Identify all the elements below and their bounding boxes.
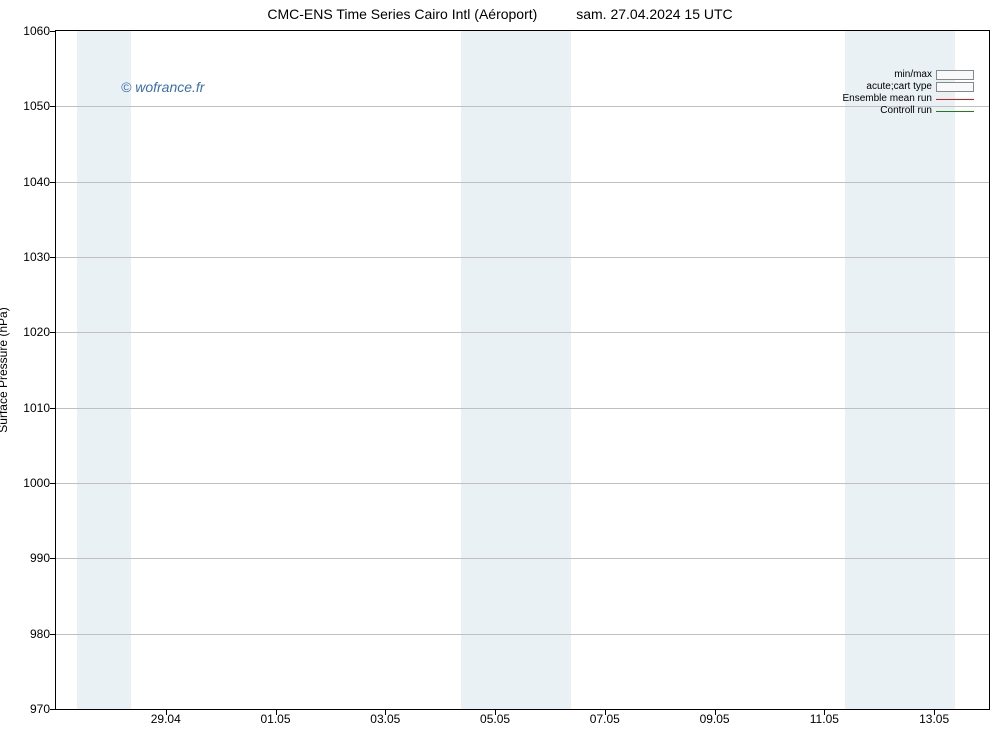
title-right: sam. 27.04.2024 15 UTC: [576, 6, 732, 22]
y-tick: [50, 483, 56, 484]
legend-item: Controll run: [843, 105, 975, 117]
x-tick-label: 11.05: [810, 712, 839, 726]
y-tick: [50, 182, 56, 183]
x-tick-label: 03.05: [370, 712, 400, 726]
legend-label: Controll run: [880, 105, 936, 117]
gridline: [56, 558, 989, 559]
y-tick-label: 1010: [5, 401, 50, 415]
y-tick: [50, 332, 56, 333]
y-tick: [50, 709, 56, 710]
x-tick-label: 29.04: [151, 712, 181, 726]
y-tick: [50, 106, 56, 107]
y-tick-label: 1040: [5, 175, 50, 189]
x-tick-label: 13.05: [919, 712, 949, 726]
legend-item: min/max: [843, 69, 975, 81]
y-tick: [50, 408, 56, 409]
watermark: © wofrance.fr: [121, 79, 204, 95]
y-tick: [50, 558, 56, 559]
gridline: [56, 408, 989, 409]
x-tick-label: 01.05: [261, 712, 291, 726]
plot-area: © wofrance.fr min/maxacute;cart typeEnsem…: [55, 30, 990, 710]
y-tick: [50, 257, 56, 258]
y-tick-label: 1020: [5, 325, 50, 339]
y-tick-label: 990: [5, 551, 50, 565]
legend-label: acute;cart type: [866, 81, 936, 93]
legend: min/maxacute;cart typeEnsemble mean runC…: [843, 69, 975, 117]
y-tick-label: 1050: [5, 99, 50, 113]
gridline: [56, 257, 989, 258]
gridline: [56, 483, 989, 484]
legend-item: acute;cart type: [843, 81, 975, 93]
y-tick-label: 980: [5, 627, 50, 641]
legend-swatch: [936, 70, 974, 80]
weekend-band: [77, 31, 132, 709]
legend-swatch: [936, 94, 974, 104]
chart-title: CMC-ENS Time Series Cairo Intl (Aéroport…: [0, 6, 1000, 22]
weekend-band: [845, 31, 955, 709]
y-tick-label: 970: [5, 702, 50, 716]
legend-swatch: [936, 106, 974, 116]
y-tick: [50, 634, 56, 635]
legend-label: min/max: [894, 69, 936, 81]
y-tick-label: 1030: [5, 250, 50, 264]
gridline: [56, 634, 989, 635]
x-tick-label: 09.05: [700, 712, 730, 726]
x-tick-label: 05.05: [480, 712, 510, 726]
legend-label: Ensemble mean run: [843, 93, 937, 105]
y-tick-label: 1000: [5, 476, 50, 490]
weekend-band: [461, 31, 571, 709]
legend-item: Ensemble mean run: [843, 93, 975, 105]
legend-swatch: [936, 82, 974, 92]
y-tick: [50, 31, 56, 32]
title-left: CMC-ENS Time Series Cairo Intl (Aéroport…: [267, 6, 537, 22]
gridline: [56, 332, 989, 333]
x-tick-label: 07.05: [590, 712, 620, 726]
y-tick-label: 1060: [5, 24, 50, 38]
gridline: [56, 182, 989, 183]
